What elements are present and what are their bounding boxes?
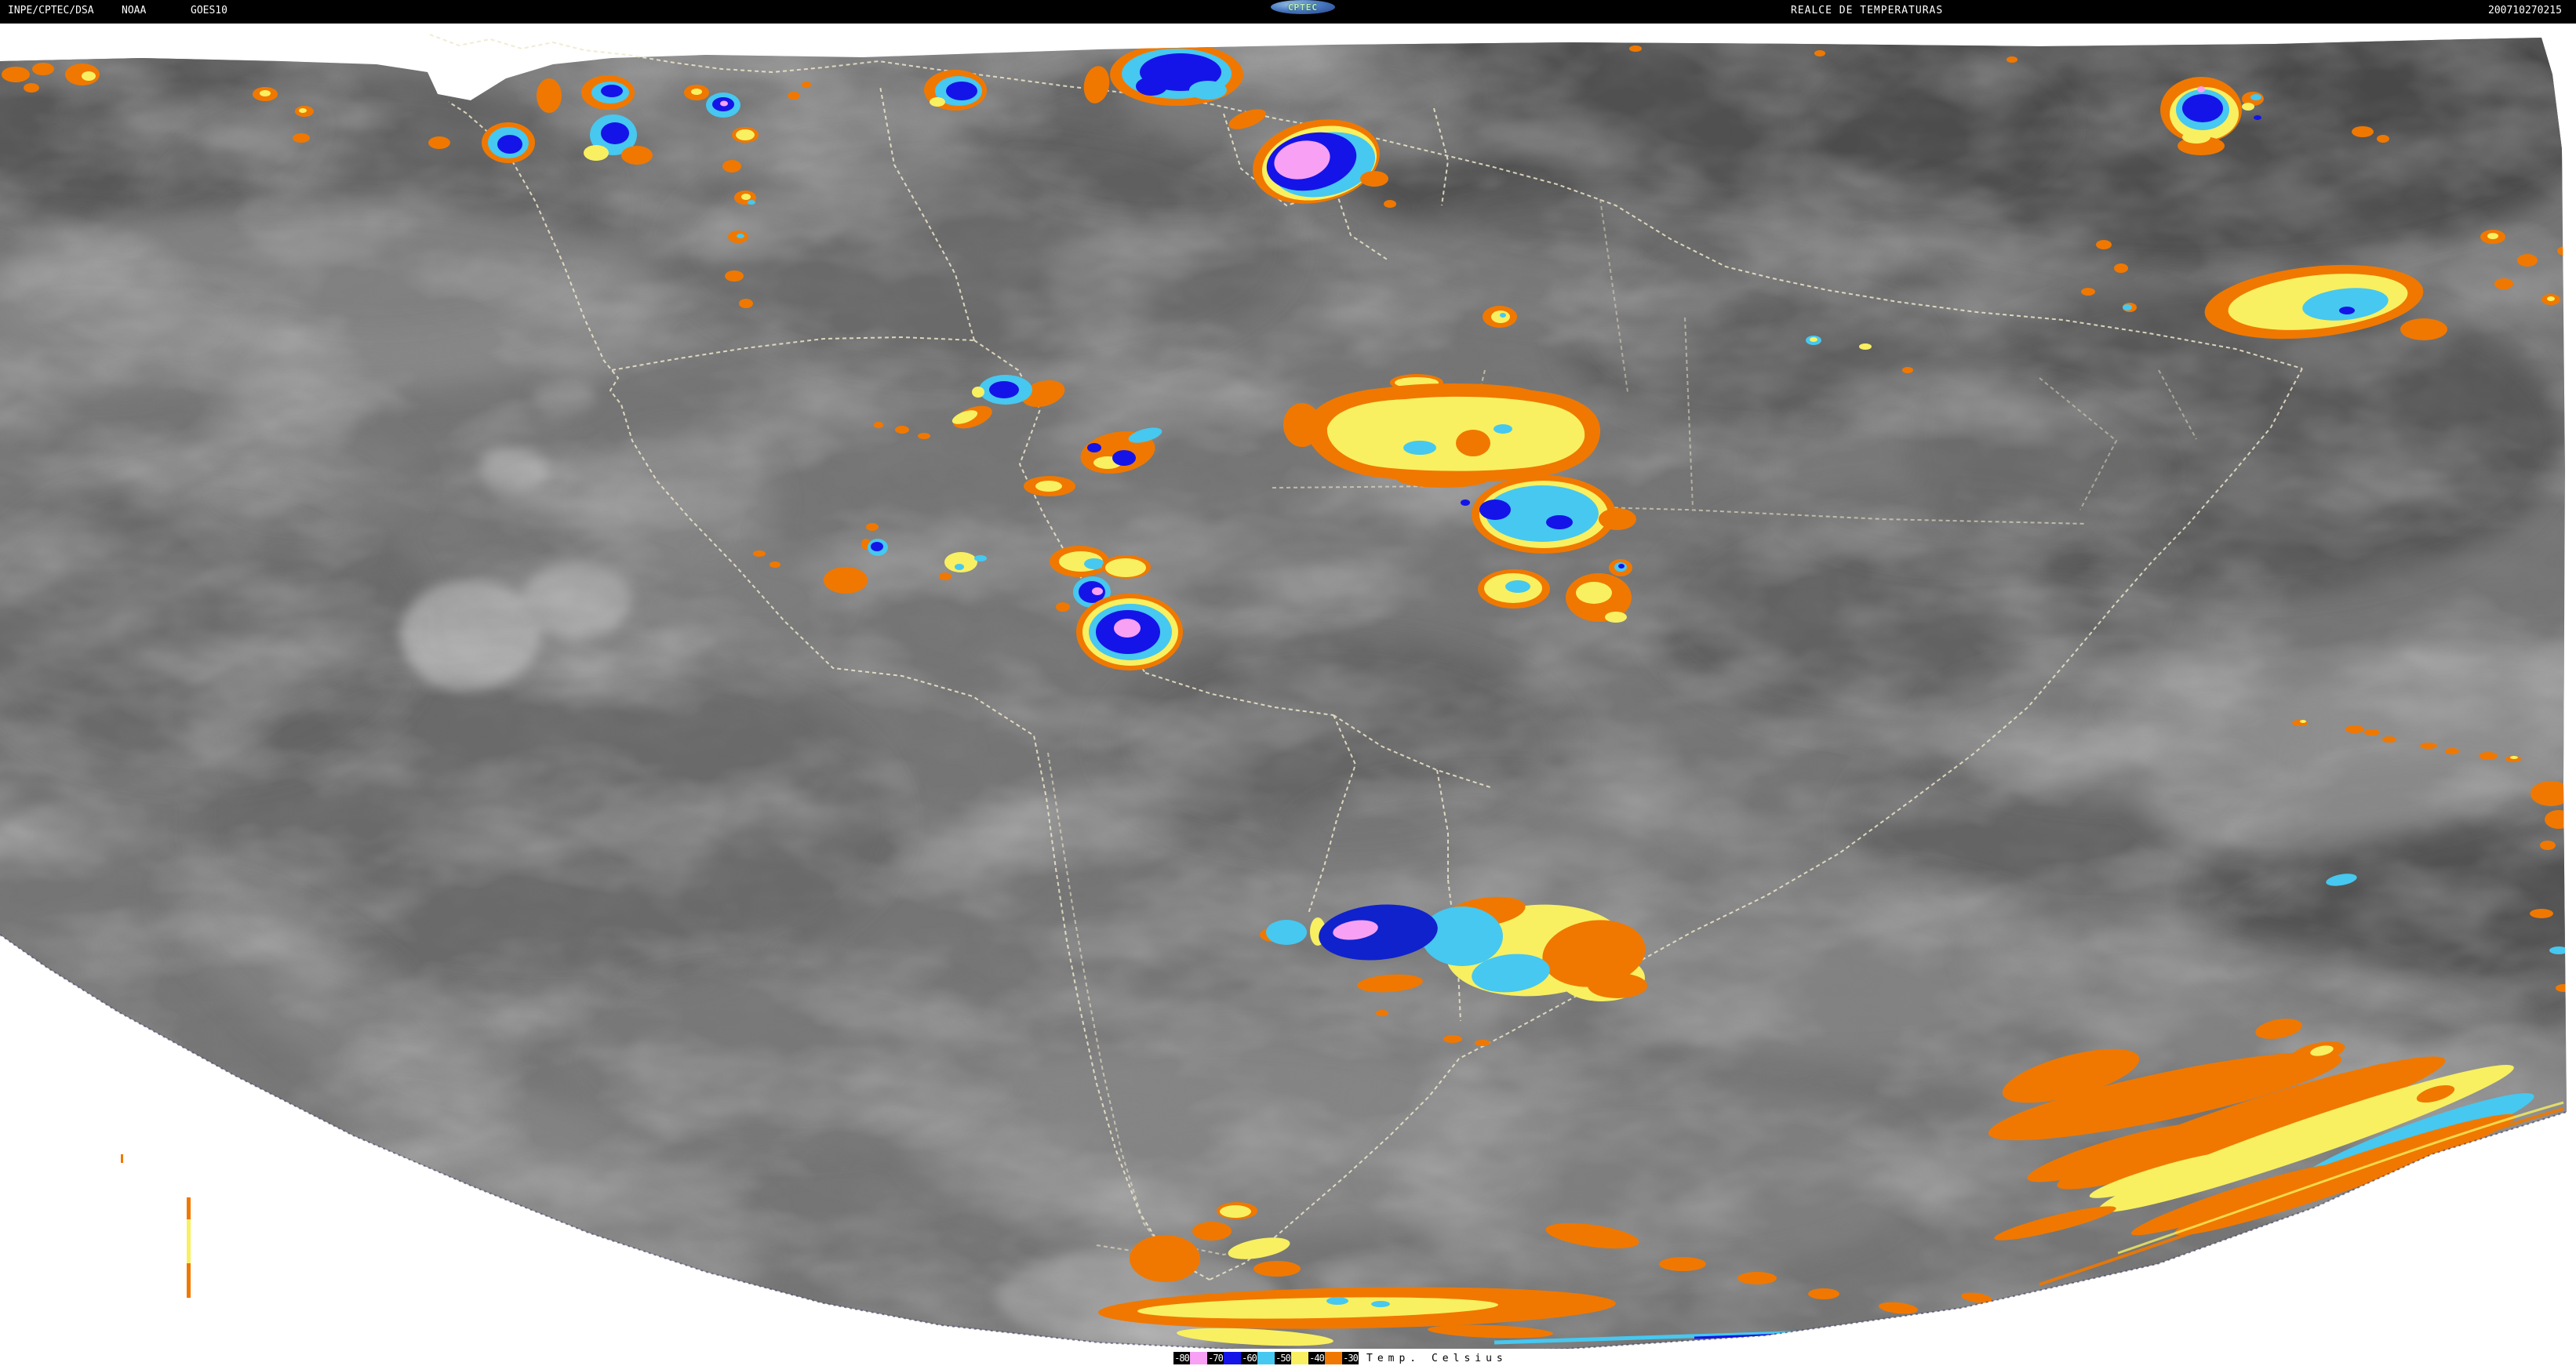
legend-temp-label-minus60: -60	[1241, 1352, 1257, 1364]
coastline-west	[448, 101, 1210, 1281]
border-uruguay-n	[1436, 769, 1449, 880]
legend-temp-label-minus80: -80	[1173, 1352, 1190, 1364]
calibration-bar-artifact	[121, 1154, 191, 1298]
legend-temp-label-minus30: -30	[1342, 1352, 1359, 1364]
storm-south-complex	[1260, 896, 1647, 1046]
border-state-v2	[1684, 317, 1694, 509]
legend-unit-label: Temp. Celsius	[1366, 1352, 1508, 1364]
storm-atlantic-north	[2204, 264, 2447, 340]
noaa-label: NOAA	[122, 5, 147, 16]
storm-pink-north	[1253, 119, 1396, 208]
legend-temp-label-minus50: -50	[1275, 1352, 1291, 1364]
border-colombia-peru	[611, 336, 975, 371]
border-paraguay	[1308, 714, 1357, 914]
storm-northeast	[2160, 77, 2264, 155]
legend-items: -80 -70 -60 -50 -40 -30 Temp. Celsius	[1173, 1352, 1508, 1364]
legend-color-swatch	[1257, 1352, 1275, 1364]
border-ne-brazil-1	[2039, 377, 2118, 510]
legend-color-swatch	[1224, 1352, 1241, 1364]
legend-color-swatch	[1190, 1352, 1207, 1364]
border-state-amapa	[1599, 198, 1628, 393]
limb-band-south-center	[1098, 1202, 1992, 1346]
legend-color-swatch	[1325, 1352, 1342, 1364]
earth-limb-line	[0, 934, 2567, 1354]
coastline-east	[1209, 368, 2303, 1281]
legend-color-swatch	[1291, 1352, 1308, 1364]
storm-cyan-center	[1461, 475, 1636, 554]
storm-mato-grosso	[1283, 374, 1601, 488]
agency-label: INPE/CPTEC/DSA	[8, 5, 94, 16]
legend-temp-label-minus40: -40	[1308, 1352, 1325, 1364]
map-borders	[429, 34, 2303, 1281]
product-title: REALCE DE TEMPERATURAS	[1791, 5, 1944, 16]
legend-temp-label-minus70: -70	[1207, 1352, 1224, 1364]
border-ne-brazil-2	[2158, 369, 2197, 440]
border-andes	[1047, 752, 1177, 1267]
limb-parallel-yellow	[2117, 1101, 2564, 1255]
timestamp-label: 200710270215	[2488, 5, 2562, 16]
border-bolivia	[1144, 672, 1334, 716]
satellite-label: GOES10	[191, 5, 227, 16]
cptec-logo: CPTEC	[1271, 0, 1335, 14]
header-bar: INPE/CPTEC/DSA NOAA GOES10 CPTEC REALCE …	[0, 0, 2576, 24]
border-parana	[1333, 714, 1491, 788]
limb-parallel-orange	[2039, 1107, 2564, 1286]
legend-bar: -80 -70 -60 -50 -40 -30 Temp. Celsius	[0, 1349, 2576, 1366]
storm-bolivia	[1056, 594, 1183, 670]
border-colombia-venezuela	[879, 85, 975, 341]
